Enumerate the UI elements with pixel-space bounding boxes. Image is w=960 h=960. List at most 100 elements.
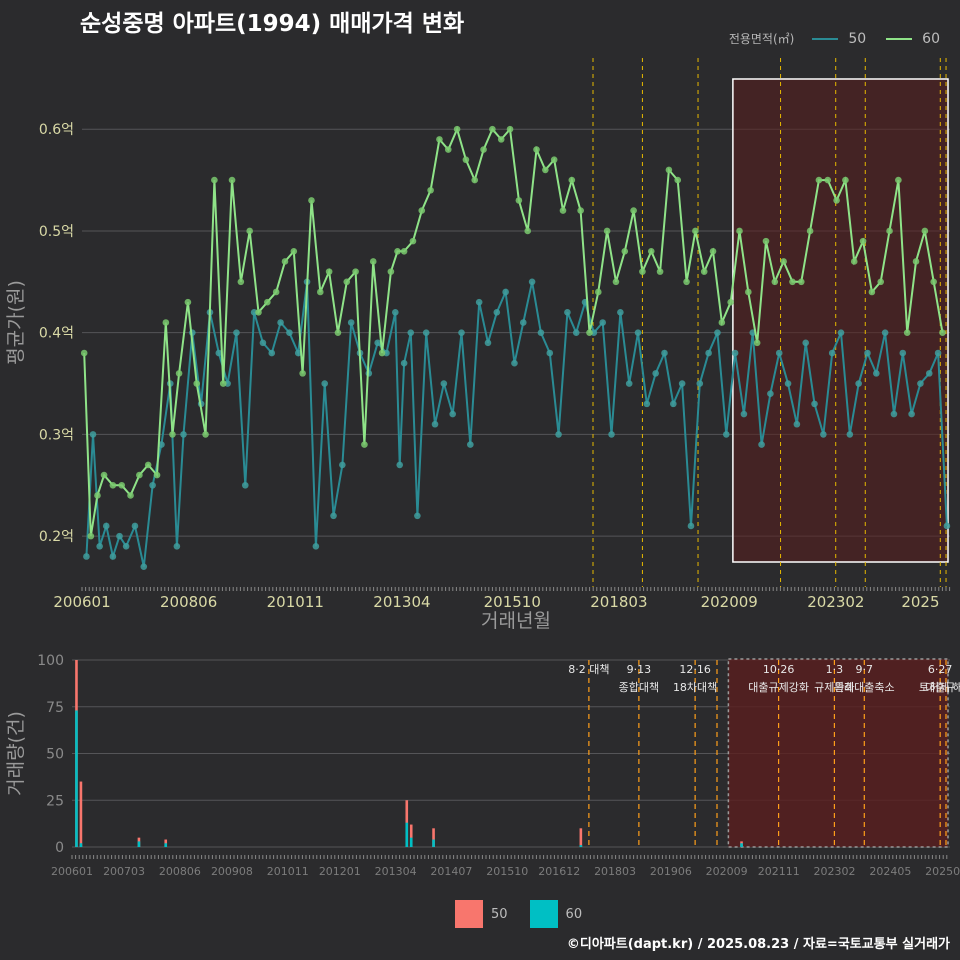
data-point-50 (705, 349, 712, 357)
data-point-50 (890, 410, 898, 418)
data-point-60 (308, 197, 315, 204)
data-point-60 (352, 268, 359, 275)
data-point-50 (149, 481, 156, 489)
volume-bar-60 (405, 822, 409, 847)
data-point-50 (696, 380, 704, 387)
data-point-60 (806, 227, 814, 235)
data-point-50 (407, 329, 415, 336)
data-point-60 (612, 278, 620, 286)
data-point-60 (930, 278, 937, 286)
data-point-60 (193, 380, 201, 387)
data-point-50 (555, 431, 562, 438)
price-x-tick-label: 201304 (373, 593, 430, 611)
data-point-60 (400, 247, 408, 255)
data-point-60 (228, 176, 236, 184)
policy-name-label: 특례대출축소 (834, 681, 895, 694)
data-point-50 (811, 400, 818, 408)
data-point-60 (674, 176, 682, 184)
volume-x-tick-label: 201803 (594, 865, 636, 878)
data-point-50 (784, 380, 792, 387)
data-point-60 (815, 176, 823, 184)
data-point-60 (136, 471, 143, 479)
legend-title: 전용면적(㎡) (728, 32, 795, 46)
policy-date-label: 12·16 (679, 663, 711, 676)
data-point-60 (100, 471, 108, 479)
price-y-tick-label: 0.5억 (39, 224, 74, 240)
policy-name-label: 규제완화 (814, 681, 854, 694)
volume-x-tick-label: 202111 (758, 865, 800, 878)
policy-name-label: 토허제 해제 (919, 680, 960, 694)
data-point-60 (127, 492, 134, 499)
legend-top: 전용면적(㎡) 50 60 (729, 30, 950, 47)
data-point-60 (264, 298, 271, 306)
policy-date-label: 8·2 대책 (568, 663, 609, 676)
data-point-60 (745, 288, 752, 296)
data-point-50 (330, 512, 337, 520)
volume-x-tick-label: 200908 (211, 865, 253, 878)
data-point-60 (87, 532, 95, 540)
data-point-50 (493, 309, 501, 316)
data-point-50 (758, 441, 765, 448)
data-point-50 (802, 339, 810, 347)
data-point-60 (144, 461, 152, 469)
data-point-60 (290, 247, 298, 255)
data-point-50 (502, 288, 509, 296)
volume-bar-50 (579, 828, 583, 847)
data-point-60 (780, 258, 787, 265)
data-point-50 (96, 543, 103, 550)
volume-x-tick-label: 201304 (375, 865, 417, 878)
data-point-50 (449, 410, 456, 418)
data-point-60 (175, 370, 183, 377)
data-point-60 (559, 207, 567, 214)
data-point-60 (639, 268, 646, 275)
data-point-60 (94, 492, 101, 499)
volume-x-tick-label: 200806 (159, 865, 201, 878)
data-point-60 (621, 247, 629, 255)
data-point-60 (542, 166, 549, 174)
data-point-50 (846, 431, 854, 438)
data-point-60 (533, 146, 540, 153)
data-point-50 (873, 370, 880, 377)
volume-bar-50 (409, 824, 413, 847)
price-x-tick-label: 201011 (267, 593, 324, 611)
data-point-60 (334, 329, 342, 336)
data-point-60 (237, 278, 245, 286)
data-point-50 (908, 410, 915, 418)
policy-date-label: 10·26 (763, 663, 795, 676)
data-point-50 (722, 431, 730, 438)
volume-x-tick-label: 202302 (814, 865, 856, 878)
data-point-60 (202, 431, 209, 438)
data-point-60 (444, 146, 452, 153)
data-point-50 (180, 431, 187, 438)
data-point-60 (471, 176, 479, 184)
volume-bar-50 (79, 781, 83, 847)
data-point-60 (665, 166, 673, 174)
data-point-60 (586, 329, 593, 336)
data-point-60 (903, 329, 911, 336)
volume-x-tick-label: 201510 (486, 865, 528, 878)
policy-date-label: 9·13 (627, 663, 652, 676)
data-point-50 (731, 349, 739, 357)
data-point-60 (436, 136, 443, 143)
data-point-50 (670, 400, 677, 408)
price-y-tick-label: 0.4억 (39, 326, 74, 342)
data-point-60 (718, 319, 726, 326)
volume-y-tick-label: 50 (46, 747, 64, 763)
data-point-60 (211, 176, 218, 184)
data-point-60 (912, 258, 920, 265)
data-point-60 (868, 288, 876, 296)
data-point-60 (524, 227, 531, 235)
data-point-60 (162, 319, 170, 326)
data-point-50 (440, 380, 448, 387)
data-point-60 (762, 237, 770, 245)
data-point-60 (886, 227, 893, 235)
volume-x-tick-label: 201201 (319, 865, 361, 878)
data-point-60 (378, 349, 386, 357)
data-point-50 (400, 359, 408, 367)
data-point-50 (519, 319, 527, 326)
price-y-tick-label: 0.3억 (39, 427, 74, 443)
data-point-60 (387, 268, 395, 275)
data-point-50 (943, 522, 951, 530)
legend-swatch-60 (886, 37, 913, 40)
data-point-60 (630, 207, 637, 214)
